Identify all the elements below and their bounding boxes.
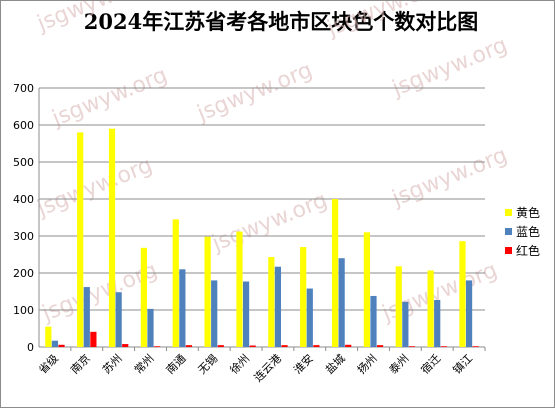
legend-label-蓝色: 蓝色: [516, 225, 540, 239]
bar-红色-泰州: [408, 346, 416, 347]
y-tick-label: 400: [13, 193, 34, 206]
bar-黄色-宿迁: [427, 270, 434, 347]
bar-蓝色-无锡: [211, 280, 218, 347]
watermark-text: jsgwyw.org: [208, 188, 331, 257]
bar-黄色-连云港: [268, 257, 275, 347]
bar-蓝色-宿迁: [434, 300, 441, 347]
x-tick-label: 镇江: [450, 351, 475, 376]
legend-swatch-红色: [505, 247, 512, 254]
watermark-text: jsgwyw.org: [323, 1, 446, 42]
x-tick-label: 扬州: [354, 351, 379, 376]
bar-红色-南京: [90, 331, 97, 347]
legend-label-黄色: 黄色: [516, 206, 540, 220]
bar-黄色-无锡: [204, 236, 211, 347]
bar-黄色-镇江: [459, 241, 466, 347]
x-tick-label: 盐城: [323, 352, 348, 377]
x-tick-label: 连云港: [252, 352, 285, 385]
y-tick-label: 700: [13, 82, 34, 95]
y-tick-label: 600: [13, 119, 34, 132]
bar-蓝色-省级: [51, 340, 59, 347]
bar-红色-盐城: [345, 344, 352, 347]
bar-蓝色-扬州: [370, 295, 377, 347]
bar-红色-常州: [154, 346, 161, 347]
bar-黄色-南通: [172, 219, 179, 347]
bar-蓝色-南京: [83, 287, 90, 347]
legend-swatch-黄色: [505, 209, 512, 216]
x-tick-label: 宿迁: [418, 351, 443, 376]
bar-红色-徐州: [249, 345, 256, 347]
bar-黄色-盐城: [331, 199, 339, 347]
x-tick-label: 南通: [164, 352, 189, 377]
bar-黄色-省级: [45, 326, 52, 347]
bar-黄色-徐州: [236, 231, 243, 347]
y-tick-label: 100: [13, 304, 34, 317]
watermark-text: jsgwyw.org: [48, 63, 171, 132]
y-tick-label: 200: [13, 267, 34, 280]
bar-蓝色-盐城: [338, 258, 345, 347]
bar-黄色-南京: [77, 132, 84, 347]
bar-黄色-淮安: [300, 247, 307, 347]
legend-swatch-蓝色: [505, 228, 512, 235]
bar-蓝色-苏州: [115, 292, 122, 347]
watermark-text: jsgwyw.org: [388, 143, 511, 212]
bar-红色-苏州: [122, 344, 129, 347]
bar-红色-无锡: [217, 345, 224, 347]
legend-label-红色: 红色: [516, 243, 540, 258]
x-tick-label: 苏州: [100, 352, 125, 377]
y-tick-label: 300: [13, 230, 34, 243]
bar-蓝色-镇江: [465, 280, 473, 347]
x-tick-label: 省级: [36, 352, 61, 377]
bar-黄色-苏州: [108, 128, 116, 347]
bar-红色-扬州: [377, 345, 384, 347]
watermark-text: jsgwyw.org: [33, 1, 156, 37]
x-tick-label: 常州: [132, 352, 157, 377]
bar-红色-南通: [185, 345, 193, 347]
bar-蓝色-徐州: [242, 281, 250, 347]
watermark-text: jsgwyw.org: [193, 58, 316, 127]
y-tick-label: 500: [13, 156, 34, 169]
y-tick-label: 0: [27, 341, 34, 354]
bar-蓝色-连云港: [274, 266, 282, 347]
bar-黄色-常州: [140, 247, 147, 347]
bar-蓝色-泰州: [402, 301, 409, 347]
x-tick-label: 徐州: [227, 351, 252, 376]
bar-蓝色-淮安: [306, 288, 313, 347]
watermark-text: jsgwyw.org: [388, 33, 511, 102]
x-tick-label: 南京: [67, 351, 92, 376]
chart-title: 2024年江苏省考各地市区块色个数对比图: [83, 9, 479, 34]
bar-红色-宿迁: [440, 346, 447, 347]
x-tick-label: 淮安: [290, 351, 315, 376]
bar-蓝色-常州: [147, 308, 154, 347]
bar-黄色-泰州: [395, 266, 402, 347]
bar-红色-淮安: [313, 345, 320, 347]
bar-红色-镇江: [472, 346, 479, 347]
bar-黄色-扬州: [363, 232, 370, 347]
watermark-text: jsgwyw.org: [33, 153, 156, 222]
bar-红色-连云港: [281, 345, 288, 347]
bar-蓝色-南通: [179, 269, 186, 347]
x-tick-label: 泰州: [386, 351, 411, 376]
x-tick-label: 无锡: [195, 351, 220, 376]
bar-红色-省级: [58, 344, 65, 347]
